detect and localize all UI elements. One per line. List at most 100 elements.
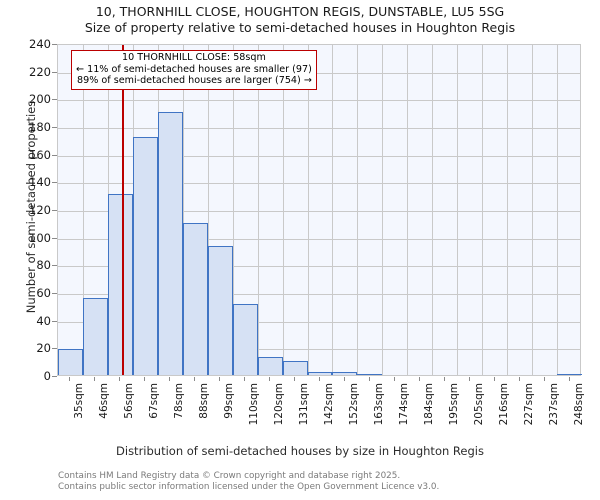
x-axis-tick-mark	[394, 377, 395, 381]
x-axis-tick-mark	[569, 377, 570, 381]
bar-110sqm	[233, 304, 258, 375]
gridline-vertical	[308, 45, 309, 375]
bar-152sqm	[332, 372, 357, 375]
bar-163sqm	[357, 373, 382, 375]
gridline-vertical	[283, 45, 284, 375]
plot-area: 10 THORNHILL CLOSE: 58sqm ← 11% of semi-d…	[57, 44, 582, 376]
x-axis-tick-label: 174sqm	[398, 383, 410, 426]
x-axis-tick-label: 163sqm	[373, 383, 385, 426]
bar-142sqm	[308, 372, 332, 375]
gridline-horizontal	[58, 211, 580, 212]
gridline-vertical	[382, 45, 383, 375]
bar-67sqm	[133, 137, 158, 375]
annotation-larger-text: 89% of semi-detached houses are larger (…	[77, 75, 312, 87]
gridline-horizontal	[58, 266, 580, 268]
x-axis-tick-mark	[444, 377, 445, 381]
y-axis-tick-mark	[52, 182, 57, 184]
footer-line-1: Contains HM Land Registry data © Crown c…	[58, 471, 401, 481]
property-size-marker-line	[122, 45, 124, 375]
x-axis-tick-mark	[519, 377, 520, 381]
y-axis-tick-label: 60	[36, 286, 51, 300]
y-axis-tick-mark	[52, 376, 57, 377]
y-axis-tick-label: 180	[29, 120, 51, 134]
y-axis-tick-mark	[52, 293, 57, 294]
x-axis-tick-mark	[94, 377, 95, 381]
y-axis-tick-label: 140	[29, 175, 51, 190]
x-axis-tick-label: 35sqm	[73, 383, 85, 419]
gridline-vertical	[208, 45, 209, 375]
bar-99sqm	[208, 246, 233, 375]
x-axis-tick-label: 205sqm	[473, 383, 485, 426]
y-axis-tick-label: 100	[29, 230, 51, 245]
bar-78sqm	[158, 112, 183, 375]
bar-46sqm	[83, 297, 108, 375]
x-axis-tick-mark	[469, 377, 470, 381]
x-axis-tick-mark	[244, 377, 245, 381]
bar-88sqm	[183, 222, 208, 375]
x-axis-tick-label: 195sqm	[448, 383, 460, 426]
gridline-vertical	[332, 45, 333, 375]
y-axis-tick-mark	[52, 265, 57, 267]
gridline-horizontal	[58, 349, 580, 351]
x-axis-tick-label: 184sqm	[423, 383, 435, 426]
x-axis-tick-label: 110sqm	[248, 383, 260, 426]
bar-248sqm	[557, 373, 582, 375]
x-axis-tick-label: 78sqm	[173, 383, 185, 419]
gridline-horizontal	[58, 321, 580, 323]
y-axis-tick-label: 160	[29, 147, 51, 162]
x-axis-tick-label: 152sqm	[348, 383, 360, 426]
x-axis-tick-label: 56sqm	[123, 383, 135, 419]
gridline-horizontal	[58, 183, 580, 185]
x-axis-tick-mark	[494, 377, 495, 381]
x-axis-tick-label: 248sqm	[573, 383, 585, 426]
gridline-vertical	[233, 45, 234, 375]
x-axis-tick-label: 216sqm	[498, 383, 510, 426]
y-axis-tick-mark	[52, 210, 57, 211]
y-axis-tick-mark	[52, 320, 57, 322]
x-axis-tick-mark	[69, 377, 70, 381]
x-axis-tick-label: 67sqm	[148, 383, 160, 419]
gridline-vertical	[183, 45, 184, 375]
chart-subtitle: Size of property relative to semi-detach…	[84, 20, 516, 35]
gridline-horizontal	[58, 100, 580, 102]
x-axis-tick-mark	[169, 377, 170, 381]
x-axis-tick-mark	[219, 377, 220, 381]
chart-title-block: 10, THORNHILL CLOSE, HOUGHTON REGIS, DUN…	[0, 4, 600, 36]
x-axis-tick-mark	[194, 377, 195, 381]
annotation-smaller-text: ← 11% of semi-detached houses are smalle…	[76, 63, 312, 75]
gridline-horizontal	[58, 128, 580, 129]
y-axis-tick-mark	[52, 237, 57, 239]
y-axis-tick-label: 80	[36, 258, 51, 273]
gridline-vertical	[532, 45, 533, 375]
footer-line-2: Contains public sector information licen…	[58, 481, 440, 492]
gridline-horizontal	[58, 155, 580, 157]
gridline-vertical	[357, 45, 358, 375]
y-axis-tick-mark	[52, 154, 57, 156]
x-axis-title: Distribution of semi-detached houses by …	[116, 444, 484, 458]
x-axis-tick-label: 99sqm	[223, 383, 235, 419]
gridline-vertical	[407, 45, 408, 375]
x-axis-tick-mark	[369, 377, 370, 381]
y-axis-tick-mark	[52, 348, 57, 350]
gridline-horizontal	[58, 72, 580, 74]
y-axis-tick-mark	[52, 99, 57, 101]
y-axis-tick-mark	[52, 44, 57, 45]
footer-attribution: Contains HM Land Registry data © Crown c…	[58, 471, 439, 492]
x-axis-tick-mark	[294, 377, 295, 381]
y-axis-tick-mark	[52, 71, 57, 73]
y-axis-tick-label: 20	[36, 341, 51, 356]
x-axis-tick-label: 131sqm	[298, 383, 310, 426]
y-axis-tick-labels: 0 20 40 60 80 100 120 140 160 180 200 220 240	[0, 0, 51, 500]
gridline-horizontal	[58, 238, 580, 240]
gridline-vertical	[482, 45, 483, 375]
property-annotation-box: 10 THORNHILL CLOSE: 58sqm ← 11% of semi-d…	[71, 50, 317, 90]
gridline-horizontal	[58, 294, 580, 295]
gridline-vertical	[83, 45, 84, 375]
gridline-vertical	[457, 45, 458, 375]
x-axis-tick-label: 237sqm	[548, 383, 560, 426]
y-axis-tick-label: 0	[43, 369, 51, 383]
x-axis-tick-label: 88sqm	[198, 383, 210, 419]
x-axis-tick-mark	[319, 377, 320, 381]
x-axis-tick-label: 227sqm	[523, 383, 535, 426]
